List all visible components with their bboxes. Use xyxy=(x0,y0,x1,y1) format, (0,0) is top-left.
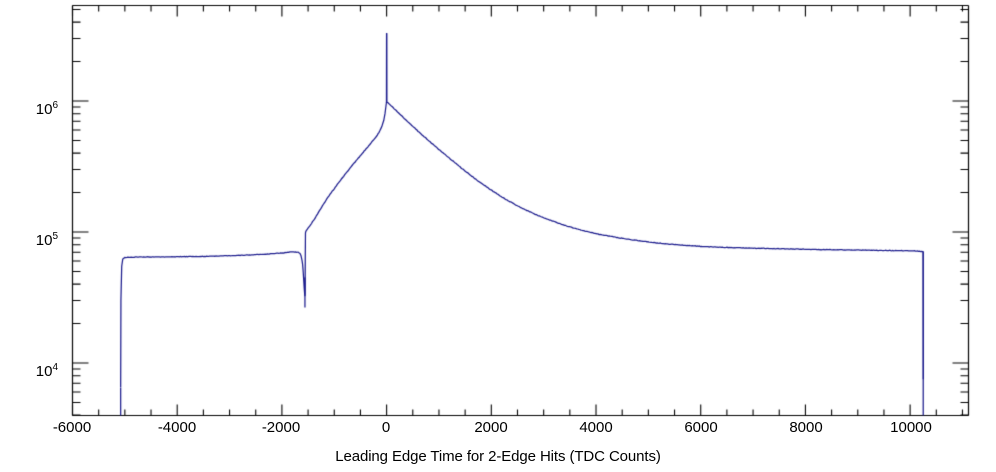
ytick-label-1e4: 104 xyxy=(35,362,58,381)
x-axis-title: Leading Edge Time for 2-Edge Hits (TDC C… xyxy=(335,448,661,465)
ytick-label-1e5: 105 xyxy=(35,231,58,250)
xtick-label--2000: -2000 xyxy=(261,419,301,436)
xtick-label--4000: -4000 xyxy=(157,419,197,436)
ytick-label-1e6: 106 xyxy=(35,100,58,119)
xtick-label-8000: 8000 xyxy=(789,419,823,436)
xtick-label-6000: 6000 xyxy=(684,419,718,436)
xtick-label-0: 0 xyxy=(381,419,391,436)
xtick-label-10000: 10000 xyxy=(890,419,932,436)
xtick-label-4000: 4000 xyxy=(579,419,613,436)
xtick-label-2000: 2000 xyxy=(474,419,508,436)
xtick-label--6000: -6000 xyxy=(52,419,92,436)
